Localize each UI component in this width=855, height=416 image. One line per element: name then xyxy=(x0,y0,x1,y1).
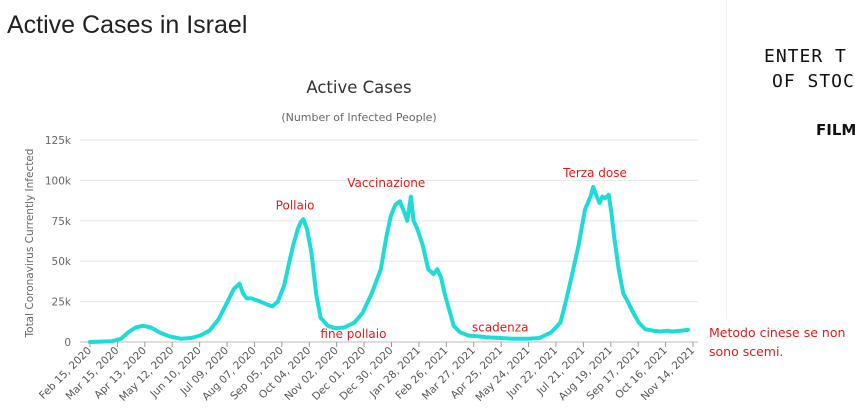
annotations: Pollaio fine pollaio Vaccinazione scadenza T… xyxy=(276,166,627,341)
side-note-annotation: Metodo cinese se non sono scemi. xyxy=(709,325,846,359)
chart-title: Active Cases xyxy=(306,78,411,97)
side-ad-text-line-3: FILM xyxy=(816,121,855,139)
annotation-label: Pollaio xyxy=(276,198,315,212)
active-cases-chart: Active Cases (Number of Infected People)… xyxy=(24,78,698,404)
y-tick-label: 100k xyxy=(45,175,72,187)
annotation-label: Vaccinazione xyxy=(347,176,425,190)
series-line-active-cases xyxy=(88,184,690,344)
side-ad-text-line-2: OF STOC xyxy=(772,71,855,92)
y-tick-label: 125k xyxy=(45,135,72,147)
side-ad-text-line-1: ENTER T xyxy=(764,46,847,67)
gridlines xyxy=(80,139,698,343)
y-tick-label: 25k xyxy=(52,297,72,309)
annotation-label: Terza dose xyxy=(562,166,627,180)
y-axis-label: Total Coronavirus Currently Infected xyxy=(24,149,36,339)
annotation-label: scadenza xyxy=(472,320,528,334)
page-title: Active Cases in Israel xyxy=(7,11,248,39)
side-ad-panel: ENTER T OF STOC FILM xyxy=(726,0,855,320)
chart-subtitle: (Number of Infected People) xyxy=(281,111,436,124)
annotation-label: fine pollaio xyxy=(320,327,386,341)
y-axis-ticks: 0 25k 50k 75k 100k 125k xyxy=(45,135,72,349)
y-tick-label: 0 xyxy=(64,337,71,349)
y-tick-label: 75k xyxy=(52,216,72,228)
y-tick-label: 50k xyxy=(52,256,72,268)
